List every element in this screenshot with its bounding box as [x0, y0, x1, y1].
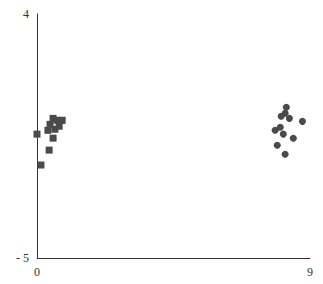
svg-text:4: 4	[23, 7, 29, 21]
svg-text:9: 9	[307, 265, 313, 279]
svg-text:0: 0	[34, 265, 40, 279]
svg-text:- 5: - 5	[16, 251, 29, 265]
